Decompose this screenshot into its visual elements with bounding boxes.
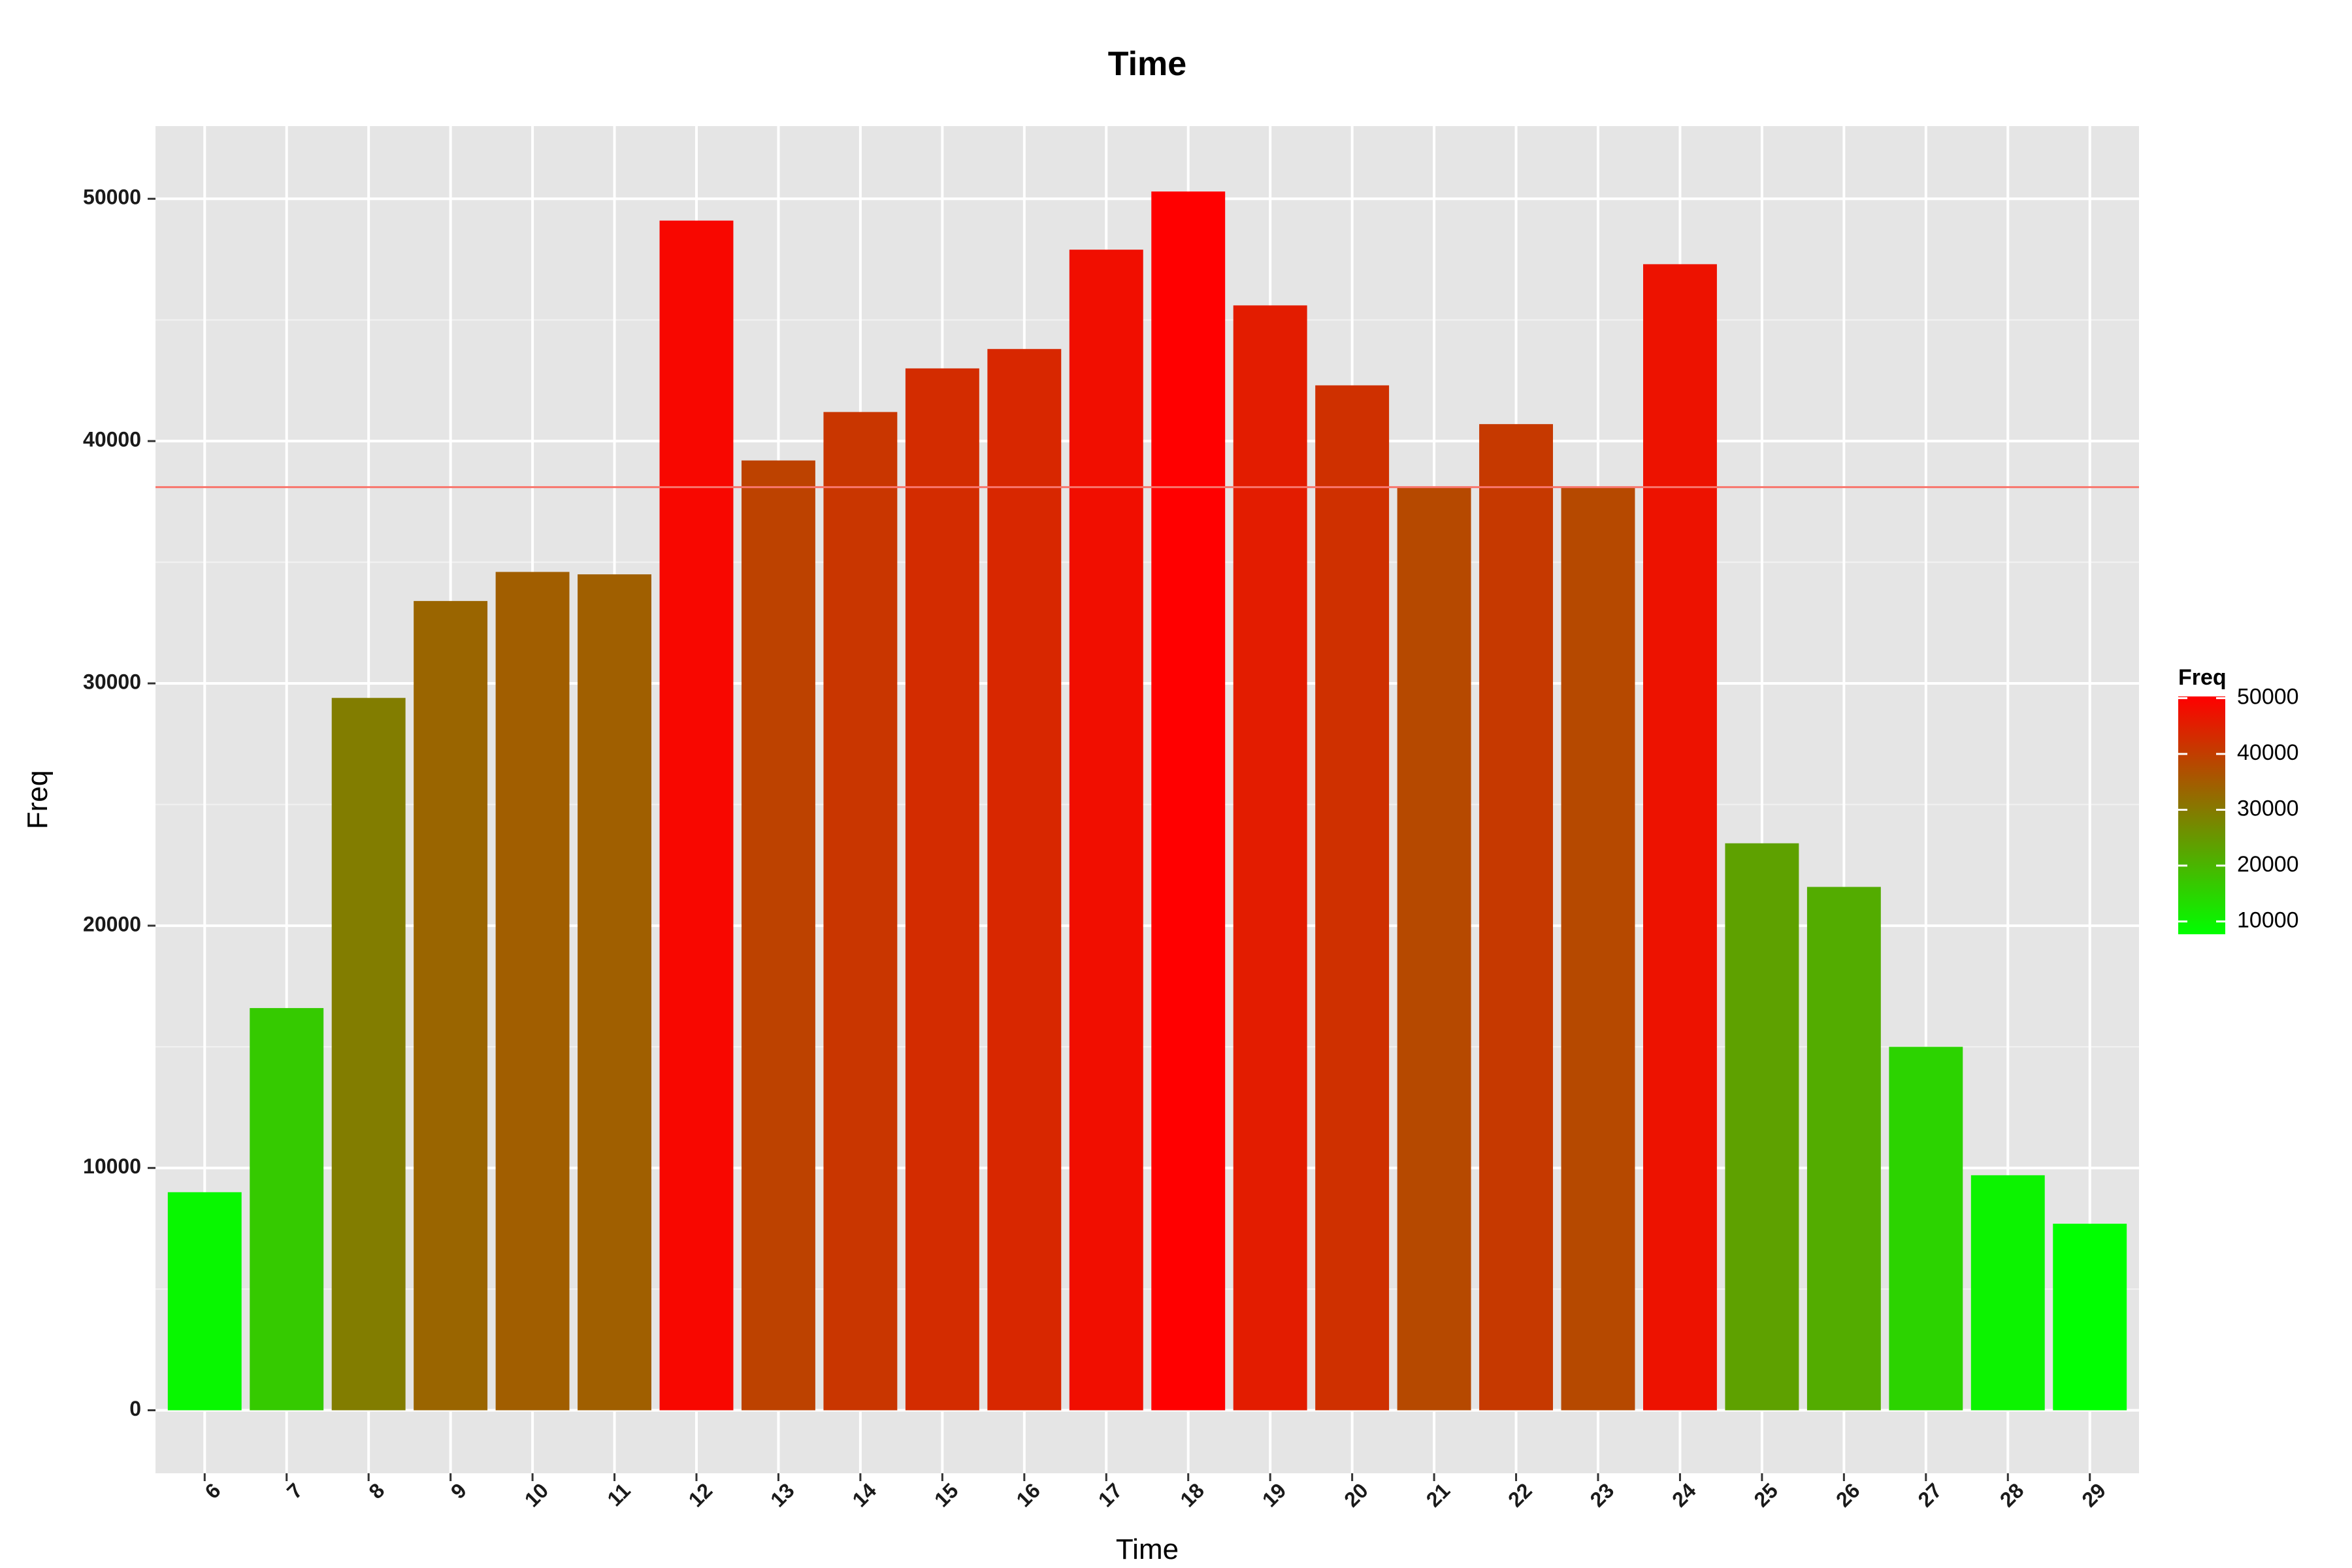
bar-11 xyxy=(578,574,651,1411)
y-tick-label: 20000 xyxy=(83,912,141,936)
x-axis-title: Time xyxy=(1116,1533,1179,1565)
bar-20 xyxy=(1315,385,1390,1411)
bar-10 xyxy=(495,572,570,1411)
y-tick-label: 0 xyxy=(129,1397,141,1420)
bar-24 xyxy=(1643,264,1717,1411)
legend-label: 40000 xyxy=(2237,740,2299,765)
legend-label: 50000 xyxy=(2237,685,2299,710)
y-tick-label: 40000 xyxy=(83,428,141,451)
legend-labels: 50000 40000 30000 20000 10000 xyxy=(2178,685,2299,932)
bar-17 xyxy=(1069,250,1143,1411)
bar-9 xyxy=(414,600,488,1411)
bar-6 xyxy=(167,1192,242,1411)
bar-28 xyxy=(1970,1175,2045,1411)
y-axis-ticks: 0 10000 20000 30000 40000 50000 xyxy=(83,186,155,1420)
bar-18 xyxy=(1151,191,1226,1411)
bar-19 xyxy=(1233,305,1307,1411)
bar-13 xyxy=(742,460,815,1411)
y-tick-label: 50000 xyxy=(83,186,141,209)
bar-8 xyxy=(331,698,406,1411)
legend-label: 30000 xyxy=(2237,796,2299,821)
bar-12 xyxy=(659,220,734,1411)
legend-colorbar xyxy=(2178,696,2225,934)
y-tick-label: 30000 xyxy=(83,670,141,693)
bar-16 xyxy=(987,349,1062,1411)
legend-label: 10000 xyxy=(2237,907,2299,932)
bar-23 xyxy=(1561,487,1635,1411)
bar-7 xyxy=(250,1007,324,1411)
bar-14 xyxy=(823,412,898,1411)
bar-21 xyxy=(1397,487,1471,1411)
bars-group xyxy=(167,191,2127,1411)
y-axis-title: Freq xyxy=(22,770,54,829)
bar-25 xyxy=(1725,843,1799,1411)
bar-22 xyxy=(1479,424,1553,1411)
legend-title: Freq xyxy=(2178,665,2227,690)
y-tick-label: 10000 xyxy=(83,1154,141,1178)
chart-title: Time xyxy=(1108,45,1186,83)
bar-26 xyxy=(1806,887,1881,1411)
bar-27 xyxy=(1889,1047,1963,1411)
bar-15 xyxy=(905,368,979,1411)
legend-label: 20000 xyxy=(2237,852,2299,877)
color-legend: Freq 50000 40000 30000 20000 10000 xyxy=(2178,665,2299,934)
bar-29 xyxy=(2053,1224,2127,1411)
